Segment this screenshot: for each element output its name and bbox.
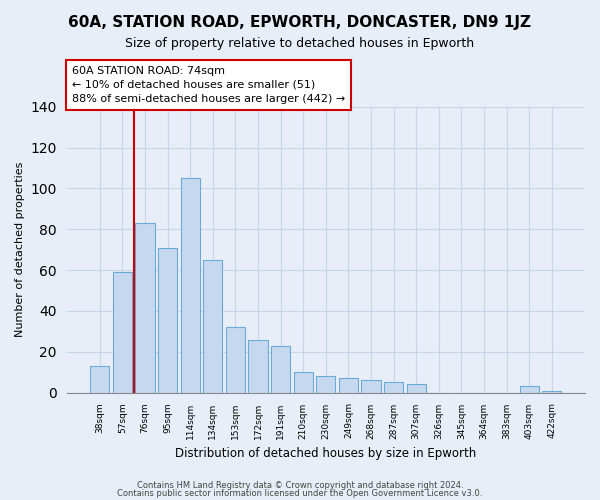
Bar bbox=[339, 378, 358, 392]
Bar bbox=[90, 366, 109, 392]
Text: Contains public sector information licensed under the Open Government Licence v3: Contains public sector information licen… bbox=[118, 489, 482, 498]
Y-axis label: Number of detached properties: Number of detached properties bbox=[15, 162, 25, 338]
Bar bbox=[316, 376, 335, 392]
X-axis label: Distribution of detached houses by size in Epworth: Distribution of detached houses by size … bbox=[175, 447, 476, 460]
Bar bbox=[407, 384, 426, 392]
Bar bbox=[293, 372, 313, 392]
Bar bbox=[361, 380, 380, 392]
Bar bbox=[226, 328, 245, 392]
Bar bbox=[158, 248, 177, 392]
Text: Size of property relative to detached houses in Epworth: Size of property relative to detached ho… bbox=[125, 38, 475, 51]
Bar bbox=[520, 386, 539, 392]
Bar bbox=[136, 223, 155, 392]
Bar bbox=[248, 340, 268, 392]
Bar bbox=[181, 178, 200, 392]
Text: Contains HM Land Registry data © Crown copyright and database right 2024.: Contains HM Land Registry data © Crown c… bbox=[137, 480, 463, 490]
Bar bbox=[542, 390, 562, 392]
Bar bbox=[271, 346, 290, 393]
Text: 60A, STATION ROAD, EPWORTH, DONCASTER, DN9 1JZ: 60A, STATION ROAD, EPWORTH, DONCASTER, D… bbox=[68, 15, 532, 30]
Bar bbox=[384, 382, 403, 392]
Bar bbox=[113, 272, 132, 392]
Text: 60A STATION ROAD: 74sqm
← 10% of detached houses are smaller (51)
88% of semi-de: 60A STATION ROAD: 74sqm ← 10% of detache… bbox=[72, 66, 345, 104]
Bar bbox=[203, 260, 223, 392]
